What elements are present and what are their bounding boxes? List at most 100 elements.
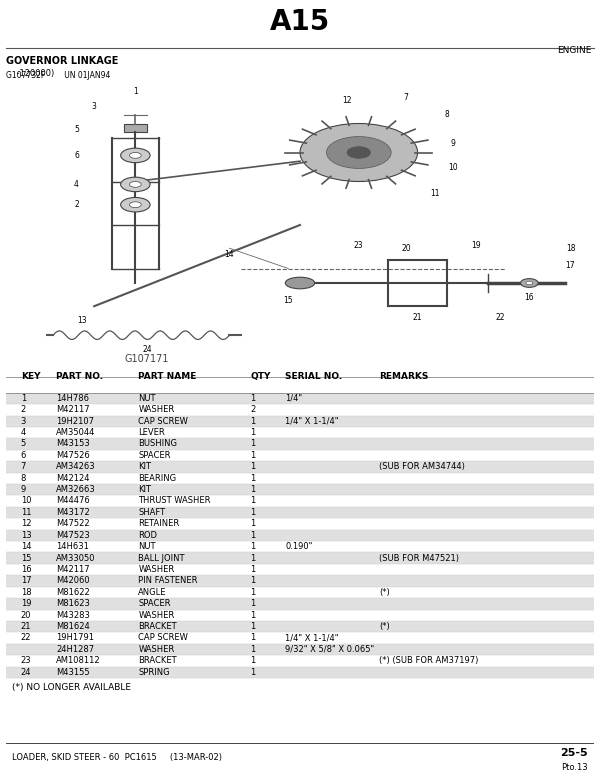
Text: Pto.13: Pto.13: [562, 764, 588, 772]
Text: BUSHING: BUSHING: [139, 439, 178, 449]
Text: 4: 4: [74, 180, 79, 189]
Text: 1: 1: [250, 417, 255, 425]
FancyBboxPatch shape: [6, 667, 594, 678]
Text: SPACER: SPACER: [139, 599, 171, 608]
Text: BALL JOINT: BALL JOINT: [139, 553, 185, 563]
FancyBboxPatch shape: [124, 123, 147, 132]
Text: QTY: QTY: [250, 372, 271, 381]
Text: 21: 21: [21, 622, 31, 631]
Text: 9: 9: [21, 485, 26, 494]
Text: 15: 15: [283, 296, 293, 305]
Text: BEARING: BEARING: [139, 473, 176, 483]
Text: 17: 17: [566, 261, 575, 270]
Text: PART NO.: PART NO.: [56, 372, 103, 381]
Text: 9/32" X 5/8" X 0.065": 9/32" X 5/8" X 0.065": [286, 645, 374, 654]
Text: REMARKS: REMARKS: [379, 372, 429, 381]
Text: 20: 20: [21, 611, 31, 619]
Text: M81622: M81622: [56, 587, 90, 597]
Text: 10: 10: [448, 162, 458, 171]
Text: 1: 1: [250, 633, 255, 643]
Text: 2: 2: [250, 405, 255, 414]
Circle shape: [121, 197, 150, 212]
Text: 1: 1: [21, 393, 26, 403]
Text: SPRING: SPRING: [139, 667, 170, 677]
Text: M42124: M42124: [56, 473, 89, 483]
Text: M81624: M81624: [56, 622, 90, 631]
Text: 24H1287: 24H1287: [56, 645, 94, 654]
Text: 1: 1: [250, 611, 255, 619]
Text: ENGINE: ENGINE: [557, 47, 591, 55]
Text: M43172: M43172: [56, 508, 90, 517]
Circle shape: [130, 202, 141, 208]
Circle shape: [121, 148, 150, 163]
Text: 1: 1: [250, 519, 255, 528]
Text: M44476: M44476: [56, 497, 90, 505]
Text: 1: 1: [250, 577, 255, 585]
Text: 1: 1: [250, 553, 255, 563]
Text: 1: 1: [250, 393, 255, 403]
Text: CAP SCREW: CAP SCREW: [139, 633, 188, 643]
Text: 1: 1: [250, 462, 255, 471]
Text: 23: 23: [354, 241, 364, 250]
Text: M42117: M42117: [56, 405, 89, 414]
Text: M42117: M42117: [56, 565, 89, 574]
Text: 1: 1: [250, 599, 255, 608]
Text: (*): (*): [379, 622, 390, 631]
Text: (SUB FOR M47521): (SUB FOR M47521): [379, 553, 460, 563]
Text: 14H631: 14H631: [56, 542, 89, 551]
Text: SHAFT: SHAFT: [139, 508, 166, 517]
Text: 1: 1: [250, 428, 255, 437]
Text: 13: 13: [77, 316, 87, 325]
Text: 25-5: 25-5: [560, 748, 588, 758]
Text: (SUB FOR AM34744): (SUB FOR AM34744): [379, 462, 465, 471]
Text: 1: 1: [250, 508, 255, 517]
Text: BRACKET: BRACKET: [139, 622, 177, 631]
Text: 1: 1: [250, 531, 255, 540]
Text: 9: 9: [451, 140, 455, 148]
Text: 1: 1: [250, 622, 255, 631]
Text: WASHER: WASHER: [139, 645, 175, 654]
Circle shape: [121, 177, 150, 192]
Text: 6: 6: [21, 451, 26, 460]
FancyBboxPatch shape: [6, 621, 594, 632]
Text: M43283: M43283: [56, 611, 90, 619]
Text: LEVER: LEVER: [139, 428, 165, 437]
Text: 12: 12: [21, 519, 31, 528]
Text: AM108112: AM108112: [56, 656, 101, 665]
Text: 15: 15: [21, 553, 31, 563]
Text: 1: 1: [250, 451, 255, 460]
Text: 1: 1: [250, 587, 255, 597]
Text: 18: 18: [21, 587, 31, 597]
Text: (*) NO LONGER AVAILABLE: (*) NO LONGER AVAILABLE: [12, 683, 131, 692]
Circle shape: [520, 279, 538, 287]
Text: KIT: KIT: [139, 485, 151, 494]
Text: M43153: M43153: [56, 439, 90, 449]
Text: BRACKET: BRACKET: [139, 656, 177, 665]
Circle shape: [130, 182, 141, 187]
Text: 1: 1: [250, 656, 255, 665]
Text: 14H786: 14H786: [56, 393, 89, 403]
Text: 2: 2: [74, 200, 79, 210]
Text: PIN FASTENER: PIN FASTENER: [139, 577, 198, 585]
Text: 24: 24: [21, 667, 31, 677]
Text: AM33050: AM33050: [56, 553, 95, 563]
Text: 16: 16: [524, 293, 534, 302]
FancyBboxPatch shape: [6, 461, 594, 473]
Text: 1: 1: [250, 485, 255, 494]
Text: M47526: M47526: [56, 451, 90, 460]
Text: SPACER: SPACER: [139, 451, 171, 460]
Text: 16: 16: [21, 565, 31, 574]
Text: RETAINER: RETAINER: [139, 519, 179, 528]
Text: 10: 10: [21, 497, 31, 505]
Text: 24: 24: [142, 345, 152, 354]
Text: 2: 2: [21, 405, 26, 414]
Circle shape: [526, 281, 533, 285]
Text: 1: 1: [250, 645, 255, 654]
Circle shape: [300, 123, 418, 182]
Text: (*): (*): [379, 587, 390, 597]
Text: 19: 19: [21, 599, 31, 608]
Text: KEY: KEY: [21, 372, 40, 381]
Text: 14: 14: [21, 542, 31, 551]
Text: M42060: M42060: [56, 577, 89, 585]
Text: 21: 21: [413, 314, 422, 322]
